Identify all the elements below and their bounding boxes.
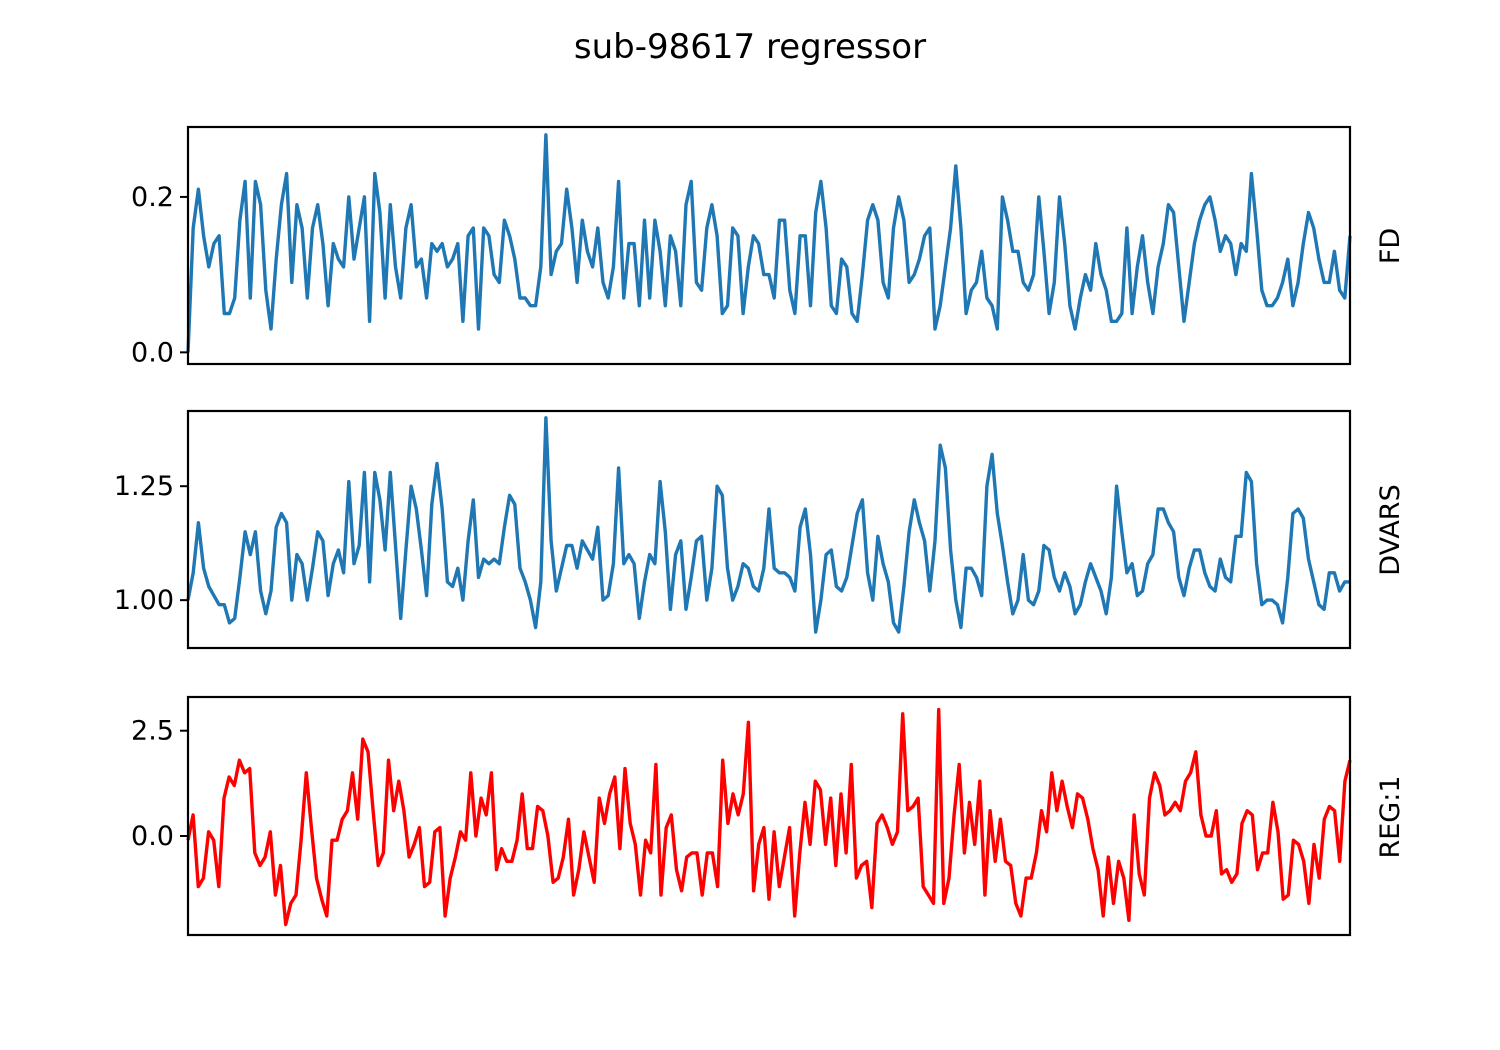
- dvars-axis-label: DVARS: [1375, 484, 1406, 575]
- dvars-axes-frame: [186, 409, 1352, 650]
- reg1-plot-area: 0.0 2.5: [131, 695, 1352, 937]
- fd-ytick-label: 0.0: [131, 337, 174, 368]
- reg1-ytick-label: 0.0: [131, 821, 174, 852]
- reg1-ytick-label: 2.5: [131, 716, 174, 747]
- dvars-plot-area: 1.00 1.25: [114, 409, 1352, 650]
- fd-axes-frame: [186, 125, 1352, 366]
- dvars-ytick-label: 1.00: [114, 585, 174, 616]
- fd-series-line: [186, 133, 1352, 353]
- panel-dvars: 1.00 1.25 DVARS: [114, 409, 1406, 650]
- fd-axis-label: FD: [1375, 228, 1406, 264]
- figure-title: sub-98617 regressor: [574, 27, 926, 67]
- panel-reg1: 0.0 2.5 REG:1: [131, 695, 1406, 937]
- reg1-axis-label: REG:1: [1375, 775, 1406, 858]
- reg1-axes-frame: [186, 695, 1352, 937]
- reg1-series-line: [186, 707, 1352, 927]
- dvars-ytick-label: 1.25: [114, 471, 174, 502]
- fd-ytick-label: 0.2: [131, 182, 174, 213]
- panel-fd: 0.0 0.2 FD: [131, 125, 1406, 368]
- dvars-series-line: [186, 416, 1350, 634]
- fd-plot-area: 0.0 0.2: [131, 125, 1352, 368]
